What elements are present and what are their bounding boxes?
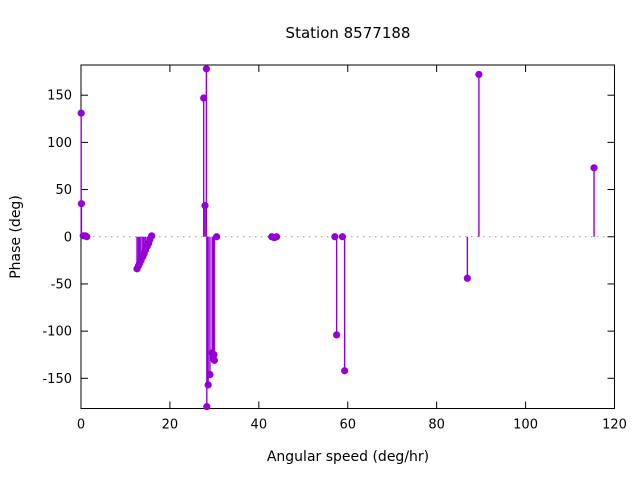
y-tick-label: -150	[42, 372, 72, 387]
x-tick-label: 60	[339, 418, 356, 433]
y-tick-label: 100	[47, 136, 72, 151]
plot-border	[80, 64, 615, 409]
data-point	[331, 233, 339, 241]
y-tick-label: 150	[47, 89, 72, 104]
data-point	[201, 202, 209, 210]
data-point	[203, 403, 211, 411]
data-point	[210, 356, 218, 364]
x-tick-label: 80	[428, 418, 445, 433]
y-tick-label: -50	[51, 277, 72, 292]
data-point	[475, 70, 483, 79]
x-tick-label: 0	[77, 418, 85, 433]
data-point	[83, 233, 91, 241]
data-point	[212, 233, 221, 241]
x-tick-label: 100	[513, 418, 538, 433]
data-point	[77, 109, 85, 117]
data-series	[77, 65, 598, 411]
data-point	[148, 232, 156, 240]
x-tick-label: 120	[602, 418, 627, 433]
data-point	[333, 331, 341, 339]
data-point	[77, 200, 86, 208]
data-point	[200, 94, 208, 102]
axis-ticks: 0 20 40 60 80 100 120 -150 -100 -50 0 50 100 150	[42, 65, 627, 433]
data-point	[202, 65, 210, 73]
y-axis-label: Phase (deg)	[8, 195, 24, 279]
data-point	[341, 367, 349, 375]
data-point	[204, 381, 212, 389]
x-tick-label: 40	[251, 418, 268, 433]
data-point	[206, 370, 214, 379]
y-tick-label: 50	[55, 183, 72, 198]
x-tick-label: 20	[162, 418, 179, 433]
data-point	[590, 164, 598, 172]
x-axis-label: Angular speed (deg/hr)	[267, 449, 429, 465]
y-tick-label: -100	[42, 325, 72, 340]
data-point	[273, 233, 281, 241]
y-tick-label: 0	[64, 230, 72, 245]
data-point	[463, 274, 471, 282]
chart-title: Station 8577188	[286, 24, 411, 42]
